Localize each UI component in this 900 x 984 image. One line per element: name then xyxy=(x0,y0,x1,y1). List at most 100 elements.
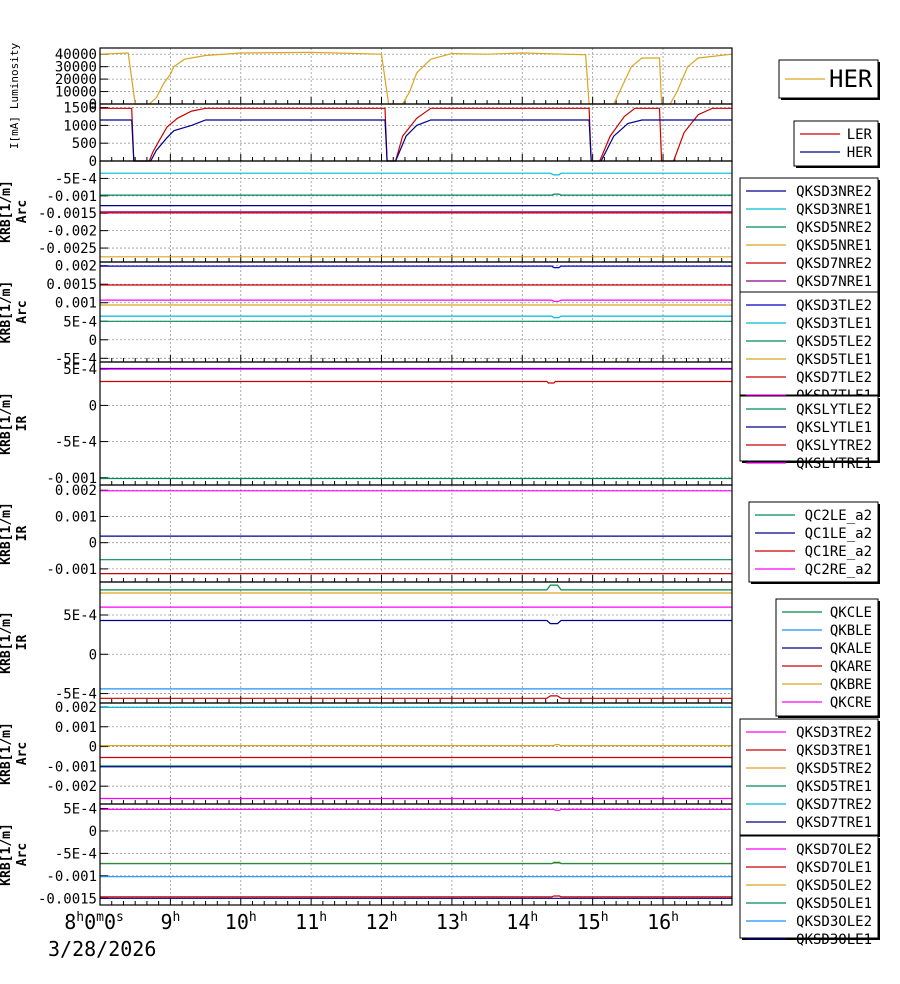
y-tick-label: 0 xyxy=(89,398,97,414)
legend-label: QKSD3TLE2 xyxy=(796,298,872,314)
y-axis-label-line: Arc xyxy=(15,843,30,866)
x-tick-label-part: h xyxy=(319,910,327,925)
plot-frame xyxy=(99,803,733,906)
series-line-QKARE xyxy=(100,695,732,699)
x-tick-label-part: 13 xyxy=(436,910,460,934)
x-tick-label-part: h xyxy=(671,910,679,925)
x-tick-label-part: 9 xyxy=(160,910,172,934)
series-line-QKSD7OLE2 xyxy=(100,808,732,811)
y-tick-label: 0 xyxy=(89,740,97,756)
x-tick-label-part: 0 xyxy=(84,910,96,934)
legend-label: QKSD5NRE1 xyxy=(796,238,872,254)
y-axis-label-line: KRB[1/m] xyxy=(0,180,14,243)
y-tick-label: 5E-4 xyxy=(63,314,97,330)
legend-label: QKSD3OLE1 xyxy=(796,932,872,948)
legend-label: QKSD5TRE1 xyxy=(796,779,872,795)
legend-label: QC2RE_a2 xyxy=(805,562,872,578)
x-tick-label-part: 8 xyxy=(64,910,76,934)
x-tick-label: 13h xyxy=(436,910,468,934)
legend-box xyxy=(739,395,879,462)
legend-label: QKSD7OLE1 xyxy=(796,860,872,876)
y-tick-label: -0.0025 xyxy=(38,241,97,257)
date-label: 3/28/2026 xyxy=(48,937,156,961)
legend-label: QKSD7NRE2 xyxy=(796,256,872,272)
legend-label: QKSD7TRE2 xyxy=(796,797,872,813)
legend-label: QKSD7TLE2 xyxy=(796,370,872,386)
legend-label: QKSD5TLE1 xyxy=(796,352,872,368)
series-line-QKSD3TLE2 xyxy=(100,265,732,269)
x-tick-label-part: s xyxy=(116,910,124,925)
series-line-QKSD3NRE1 xyxy=(100,172,732,176)
series-line-QKSD7TLE1 xyxy=(100,299,732,302)
y-axis-label-line: I[mA] xyxy=(8,116,21,149)
y-tick-label: -0.001 xyxy=(46,759,97,775)
legend-label: QKSLYTLE2 xyxy=(796,402,872,418)
y-axis-label-line: Arc xyxy=(15,300,30,323)
legend-label: QKSLYTRE2 xyxy=(796,438,872,454)
series-line-QKSD7OLE1 xyxy=(100,895,732,898)
legend-box xyxy=(739,718,879,836)
x-tick-label-part: h xyxy=(601,910,609,925)
y-tick-label: 0.002 xyxy=(55,483,97,499)
y-tick-label: -0.002 xyxy=(46,779,97,795)
legend-label: QKCLE xyxy=(830,605,872,621)
legend-label: QKSD5OLE1 xyxy=(796,896,872,912)
y-axis-label-line: KRB[1/m] xyxy=(0,823,14,886)
x-tick-label-part: 12 xyxy=(366,910,390,934)
legend-label: QC2LE_a2 xyxy=(805,508,872,524)
legend-label: QKSLYTRE1 xyxy=(796,456,872,472)
legend-label: QC1LE_a2 xyxy=(805,526,872,542)
series-line-QKSD5TRE2 xyxy=(100,744,732,747)
x-tick-label-part: h xyxy=(249,910,257,925)
y-tick-label: 5E-4 xyxy=(63,801,97,817)
panel-2: -5E-4 -0.001-0.0015 -0.002-0.0025 KRB[1/m] A… xyxy=(0,160,880,295)
panel-4: 5E-4 0 -5E-4 -0.001 KRB[1/m] IR QKSLYTLE2 QKSLY… xyxy=(0,361,880,487)
plot-frame xyxy=(99,103,733,162)
panel-3: -5E-4 0 5E-4 0.001 0.0015 0.002 KRB[1/m] Arc QKS… xyxy=(0,259,880,404)
plot-frame xyxy=(99,261,733,363)
legend-box xyxy=(739,291,879,396)
plot-frame xyxy=(99,484,733,583)
y-tick-label: -5E-4 xyxy=(55,846,97,862)
x-tick-label-part: h xyxy=(76,910,84,925)
legend-label: QKSD3NRE1 xyxy=(796,202,872,218)
legend-label: QC1RE_a2 xyxy=(805,544,872,560)
legend-label: QKALE xyxy=(830,641,872,657)
series-line-HER xyxy=(100,119,732,162)
legend-label: QKSD3OLE2 xyxy=(796,914,872,930)
legend-label: QKSLYTLE1 xyxy=(796,420,872,436)
y-tick-label: 0 xyxy=(89,647,97,663)
y-tick-label: -0.001 xyxy=(46,471,97,487)
x-tick-label-part: h xyxy=(390,910,398,925)
x-tick-label: 8h0m0s xyxy=(64,910,124,934)
y-axis-label-line: KRB[1/m] xyxy=(0,502,14,565)
x-tick-label: 14h xyxy=(506,910,538,934)
legend-label: QKSD7NRE1 xyxy=(796,274,872,290)
y-axis-label: KRB[1/m] Arc xyxy=(0,722,30,785)
y-tick-label: 0 xyxy=(89,536,97,552)
x-tick-label: 16h xyxy=(647,910,679,934)
legend-label: QKSD5NRE2 xyxy=(796,220,872,236)
series-line-QKSD3TLE1 xyxy=(100,315,732,319)
legend-label: QKBRE xyxy=(830,677,872,693)
y-tick-label: -0.0015 xyxy=(38,891,97,907)
y-tick-label: 0 xyxy=(89,154,97,170)
y-axis-label-line: IR xyxy=(15,635,30,651)
y-tick-label: 500 xyxy=(72,136,97,152)
x-tick-label-part: h xyxy=(530,910,538,925)
y-tick-label: -5E-4 xyxy=(55,351,97,367)
y-tick-label: 1500 xyxy=(63,101,97,117)
y-axis-label-line: Luminosity xyxy=(8,43,21,110)
y-tick-label: -0.0015 xyxy=(38,206,97,222)
series-line-LER xyxy=(100,107,732,162)
y-axis-label-line: Arc xyxy=(15,742,30,765)
legend-label: QKCRE xyxy=(830,695,872,711)
y-tick-label: -0.001 xyxy=(46,562,97,578)
x-tick-label-part: m xyxy=(96,910,104,925)
y-axis-label-line: IR xyxy=(15,416,30,432)
panel-5: 0.002 0.001 0 -0.001 KRB[1/m] IR QC2LE_a2 QC1LE… xyxy=(0,483,880,584)
legend-label: QKSD3TRE1 xyxy=(796,743,872,759)
